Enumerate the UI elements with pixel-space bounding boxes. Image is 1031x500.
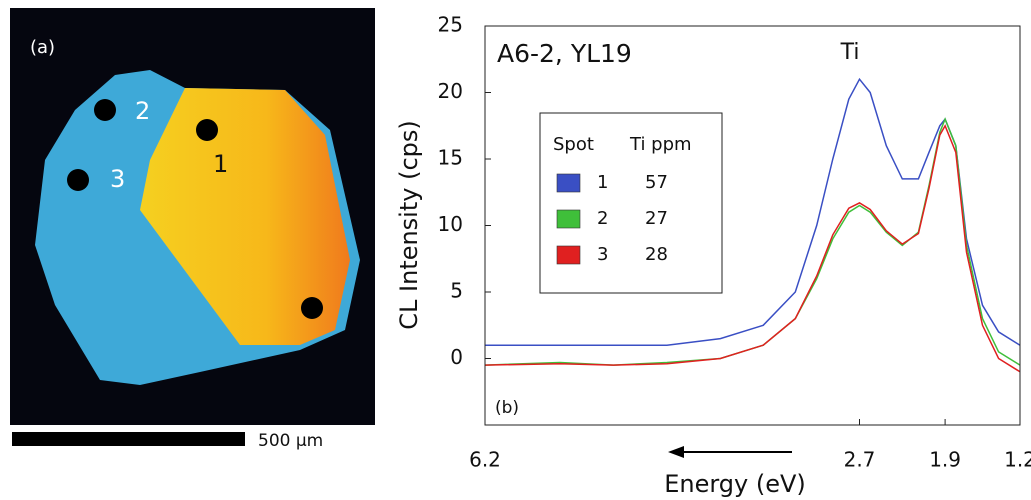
y-tick-label: 25 (438, 13, 463, 37)
grain-core (140, 88, 350, 345)
legend-swatch (556, 209, 581, 229)
scale-bar (12, 432, 245, 446)
legend-swatch (556, 173, 581, 193)
legend-ppm: 28 (645, 244, 668, 265)
x-axis-title: Energy (eV) (664, 470, 806, 498)
spot-hole (196, 119, 218, 141)
spot-label: 1 (213, 150, 228, 178)
x-tick-label: 6.2 (469, 448, 501, 472)
legend-label: 3 (597, 244, 608, 265)
y-tick-label: 10 (438, 212, 463, 236)
peak-label: Ti (840, 40, 860, 65)
arrow-head (668, 446, 684, 458)
legend-header: Ti ppm (629, 134, 692, 155)
spot-label: 2 (135, 97, 150, 125)
legend-ppm: 27 (645, 208, 668, 229)
scale-label: 500 μm (258, 431, 323, 451)
spot-hole (67, 169, 89, 191)
y-tick-label: 20 (438, 79, 463, 103)
legend-swatch (556, 245, 581, 265)
legend-header: Spot (553, 134, 594, 155)
spot-hole (94, 99, 116, 121)
x-tick-label: 1.2 (1004, 448, 1031, 472)
y-axis-title: CL Intensity (cps) (395, 120, 423, 330)
chart: 0 5 10 15 20 25 6.2 2.7 1.9 1.2 (438, 13, 1031, 472)
panel-label: (b) (495, 398, 519, 418)
y-tick-label: 15 (438, 146, 463, 170)
x-tick-label: 1.9 (929, 448, 961, 472)
spot-label: 3 (110, 165, 125, 193)
legend-label: 2 (597, 208, 608, 229)
sample-label: A6-2, YL19 (497, 39, 632, 68)
legend: Spot Ti ppm 1 57 2 27 3 28 (539, 112, 723, 294)
panel-label: (a) (30, 37, 55, 58)
legend-label: 1 (597, 172, 608, 193)
y-tick-label: 0 (450, 345, 463, 369)
series-line (484, 124, 1021, 373)
plot-frame (484, 25, 1021, 426)
spot-hole (301, 297, 323, 319)
cl-image: (a) 1 2 3 (10, 8, 375, 425)
x-tick-label: 2.7 (844, 448, 876, 472)
legend-ppm: 57 (645, 172, 668, 193)
y-tick-label: 5 (450, 279, 463, 303)
